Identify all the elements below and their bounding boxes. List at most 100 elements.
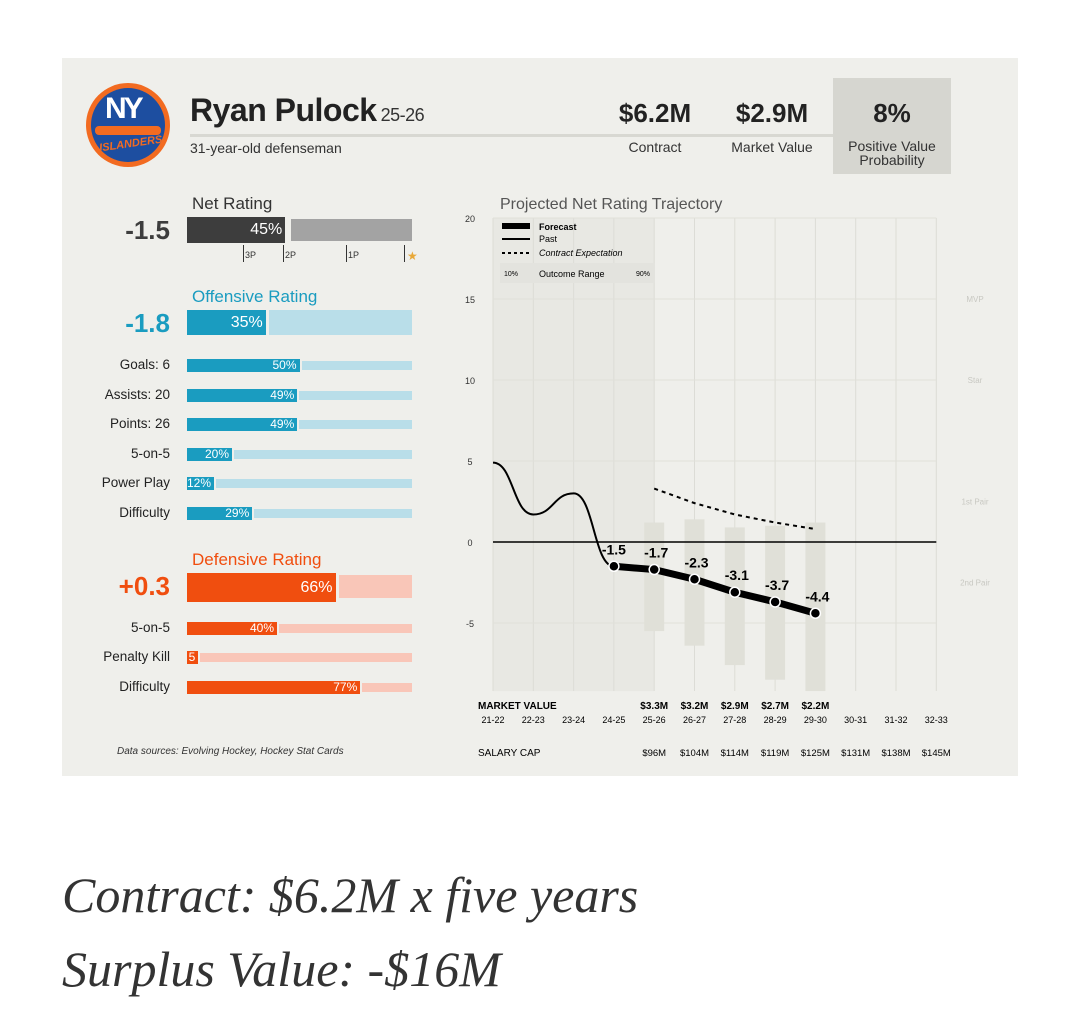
defensive-rating-bar: 66% [187,573,412,602]
salary-cap-label: $96M [642,748,666,759]
offense-row-bar: 50% [187,359,412,372]
defense-row-bar: 77% [187,681,412,694]
forecast-point [648,563,660,576]
legend-contract: Contract Expectation [539,248,623,258]
y-tick-label: -5 [466,619,474,629]
contract-label: Contract [628,139,682,155]
salary-cap-label: $145M [922,748,951,759]
offense-row-label: Goals: 6 [119,357,170,372]
market-value-label: $2.9M [721,701,749,712]
market-value-label: Market Value [731,139,813,155]
forecast-data-label: -1.7 [644,545,668,561]
salary-cap-label: $119M [761,748,789,759]
salary-cap-label: $131M [841,748,870,759]
x-tick-label: 26-27 [683,715,706,725]
forecast-point [608,560,620,573]
player-name: Ryan Pulock 25-26 [190,92,425,129]
y-tick-label: 20 [465,214,475,224]
net-rating-value: -1.5 [125,215,170,245]
outcome-range-bar [805,522,826,692]
defensive-rating-title: Defensive Rating [192,550,322,569]
salary-cap-header: SALARY CAP [478,748,541,759]
forecast-point [688,573,701,586]
x-tick-label: 22-23 [522,715,545,725]
forecast-data-label: -3.1 [725,567,749,583]
y-tick-label: 15 [465,295,475,305]
data-sources: Data sources: Evolving Hockey, Hockey St… [117,746,344,757]
offense-row-bar: 20% [187,448,412,461]
net-rating-remaining [291,219,412,241]
offense-row-bar: 49% [187,418,412,431]
defense-row-fill: 40% [187,622,277,635]
offense-row-label: Points: 26 [109,416,170,431]
offensive-rating-value: -1.8 [125,308,170,338]
tier-label: MVP [966,295,983,304]
tick-label-1p: 1P [348,250,360,260]
islanders-logo: NY ISLANDERS [86,83,170,167]
salary-cap-label: $125M [801,748,830,759]
x-tick-label: 23-24 [562,715,585,725]
offense-row-fill: 49% [187,418,298,431]
offense-row-fill: 49% [187,389,298,402]
legend-forecast: Forecast [539,222,577,232]
x-tick-label: 30-31 [844,715,867,725]
defense-row-remaining [279,624,412,633]
legend-past: Past [539,234,558,244]
legend-range: Outcome Range [539,269,605,279]
offense-row-bar: 49% [187,389,412,402]
defense-row-bar: 40% [187,622,412,635]
defensive-rating-remaining [338,575,412,598]
x-tick-label: 21-22 [481,715,504,725]
defense-row-remaining [362,683,412,692]
x-tick-label: 25-26 [643,715,666,725]
chart-title: Projected Net Rating Trajectory [500,196,722,213]
x-tick-label: 31-32 [884,715,907,725]
offense-row-remaining [254,509,412,518]
defense-row-fill: 77% [187,681,361,694]
net-rating-bar: 45% [187,217,412,243]
outcome-range-bar [644,522,665,632]
star-icon: ★ [407,249,418,263]
contract-value: $6.2M [618,98,692,128]
defense-row-label: Penalty Kill [103,649,170,664]
offensive-rating-title: Offensive Rating [192,287,318,306]
forecast-data-label: -1.5 [602,541,626,557]
salary-cap-label: $104M [680,748,709,759]
y-tick-label: 5 [467,457,472,467]
season: 25-26 [380,105,425,125]
x-tick-label: 28-29 [764,715,787,725]
offense-row-bar: 29% [187,507,412,520]
offense-row-remaining [299,420,412,429]
salary-cap-label: $138M [881,748,910,759]
offensive-rating-bar: 35% [187,310,412,335]
legend-range-low: 10% [504,271,518,278]
market-value-label: $2.7M [761,701,789,712]
x-tick-label: 27-28 [723,715,746,725]
market-value-label: $2.2M [802,701,830,712]
market-value-label: $3.2M [681,701,709,712]
offense-row-remaining [299,391,412,400]
forecast-point [729,586,741,598]
market-value-label: $3.3M [640,701,668,712]
header-divider [190,134,833,137]
forecast-data-label: -4.4 [805,588,829,604]
contract-expectation-line [653,487,816,531]
offense-row-label: Difficulty [119,505,170,520]
defensive-rating-value: +0.3 [118,571,170,601]
player-name-text: Ryan Pulock [190,92,377,128]
forecast-point [769,596,781,608]
offense-row-bar: 12% [187,477,412,490]
legend-forecast-swatch [502,223,530,229]
tier-label: Star [968,376,983,385]
y-tick-label: 10 [465,376,475,386]
defense-row-remaining [200,653,412,662]
net-rating-fill: 45% [187,217,289,243]
x-tick-label: 32-33 [925,715,948,725]
salary-cap-label: $114M [721,748,749,759]
defense-row-label: 5-on-5 [130,620,170,635]
tier-label: 2nd Pair [960,579,990,588]
player-subtitle: 31-year-old defenseman [190,140,342,156]
x-tick-label: 29-30 [804,715,827,725]
offense-row-fill: 29% [187,507,253,520]
